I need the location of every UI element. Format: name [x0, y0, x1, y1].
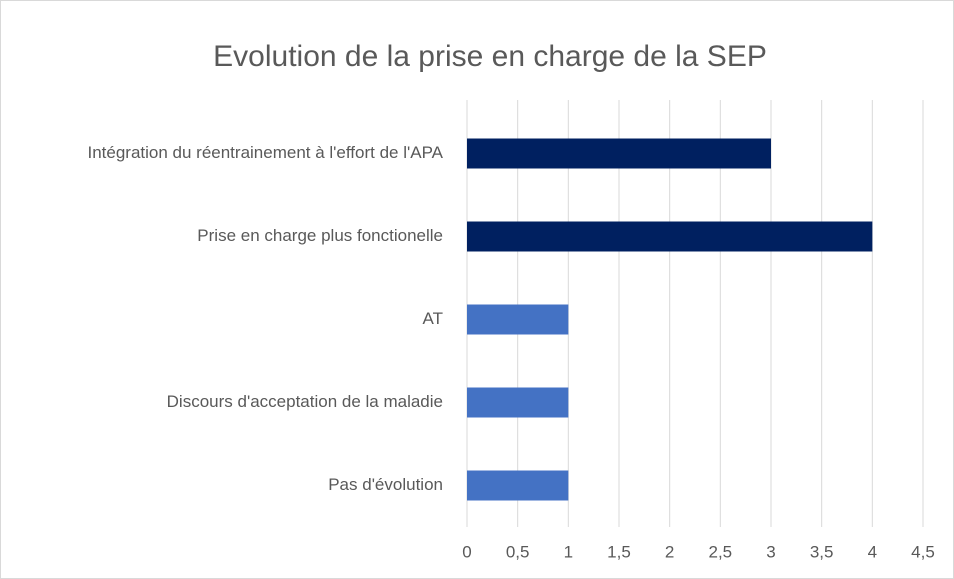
bar [467, 304, 569, 335]
x-tick-label: 4 [868, 542, 877, 561]
x-tick-label: 0,5 [506, 542, 530, 561]
x-tick-label: 3 [766, 542, 775, 561]
x-tick-label: 1,5 [607, 542, 631, 561]
x-tick-label: 2,5 [709, 542, 733, 561]
x-tick-label: 0 [462, 542, 471, 561]
x-tick-label: 4,5 [911, 542, 935, 561]
x-tick-label: 3,5 [810, 542, 834, 561]
y-tick-label: Discours d'acceptation de la maladie [167, 392, 443, 411]
chart-title: Evolution de la prise en charge de la SE… [213, 40, 767, 73]
bar [467, 387, 569, 418]
y-tick-label: AT [423, 309, 443, 328]
bar [467, 470, 569, 501]
bar [467, 221, 873, 252]
x-tick-label: 1 [564, 542, 573, 561]
y-tick-label: Prise en charge plus fonctionelle [197, 226, 443, 245]
y-tick-label: Intégration du réentrainement à l'effort… [87, 143, 443, 162]
bar [467, 138, 771, 169]
x-tick-label: 2 [665, 542, 674, 561]
y-tick-label: Pas d'évolution [328, 475, 443, 494]
